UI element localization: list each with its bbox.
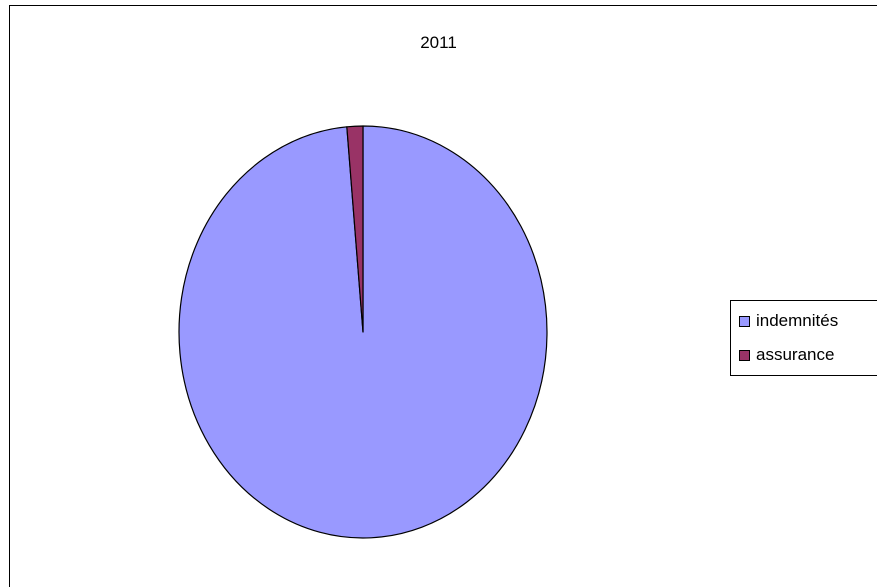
legend-label-indemnites: indemnités: [756, 311, 839, 330]
legend-label-assurance: assurance: [756, 345, 835, 364]
legend: indemnités assurance: [730, 300, 877, 376]
legend-item-indemnites: indemnités: [739, 311, 838, 331]
chart-title: 2011: [420, 33, 457, 52]
legend-swatch-indemnites: [739, 315, 750, 327]
legend-item-assurance: assurance: [739, 345, 834, 365]
legend-swatch-assurance: [739, 349, 750, 361]
pie-slice-assurance: [346, 125, 364, 333]
